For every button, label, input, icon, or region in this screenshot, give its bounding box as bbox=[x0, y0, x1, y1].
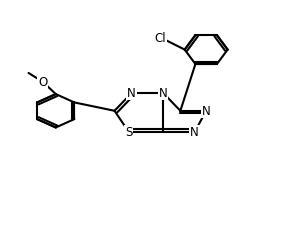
Text: S: S bbox=[125, 126, 133, 139]
Text: N: N bbox=[202, 105, 211, 118]
Text: N: N bbox=[127, 87, 136, 100]
Text: Cl: Cl bbox=[154, 32, 166, 45]
Text: O: O bbox=[38, 76, 48, 89]
Text: N: N bbox=[190, 126, 199, 139]
Text: N: N bbox=[159, 87, 168, 100]
